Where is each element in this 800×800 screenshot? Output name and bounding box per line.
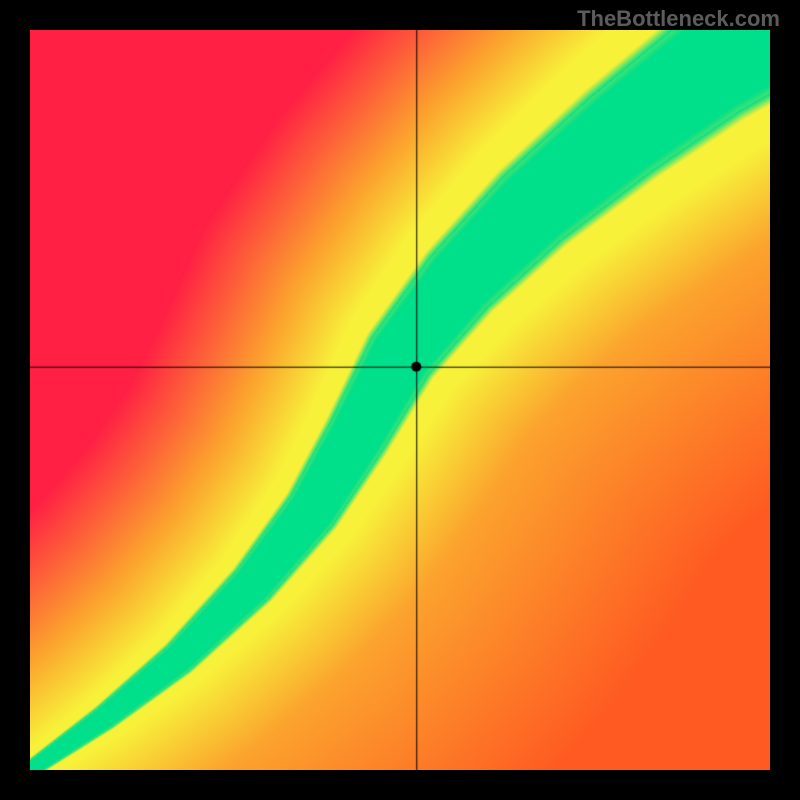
watermark-text: TheBottleneck.com xyxy=(577,6,780,32)
heatmap-chart xyxy=(30,30,770,770)
